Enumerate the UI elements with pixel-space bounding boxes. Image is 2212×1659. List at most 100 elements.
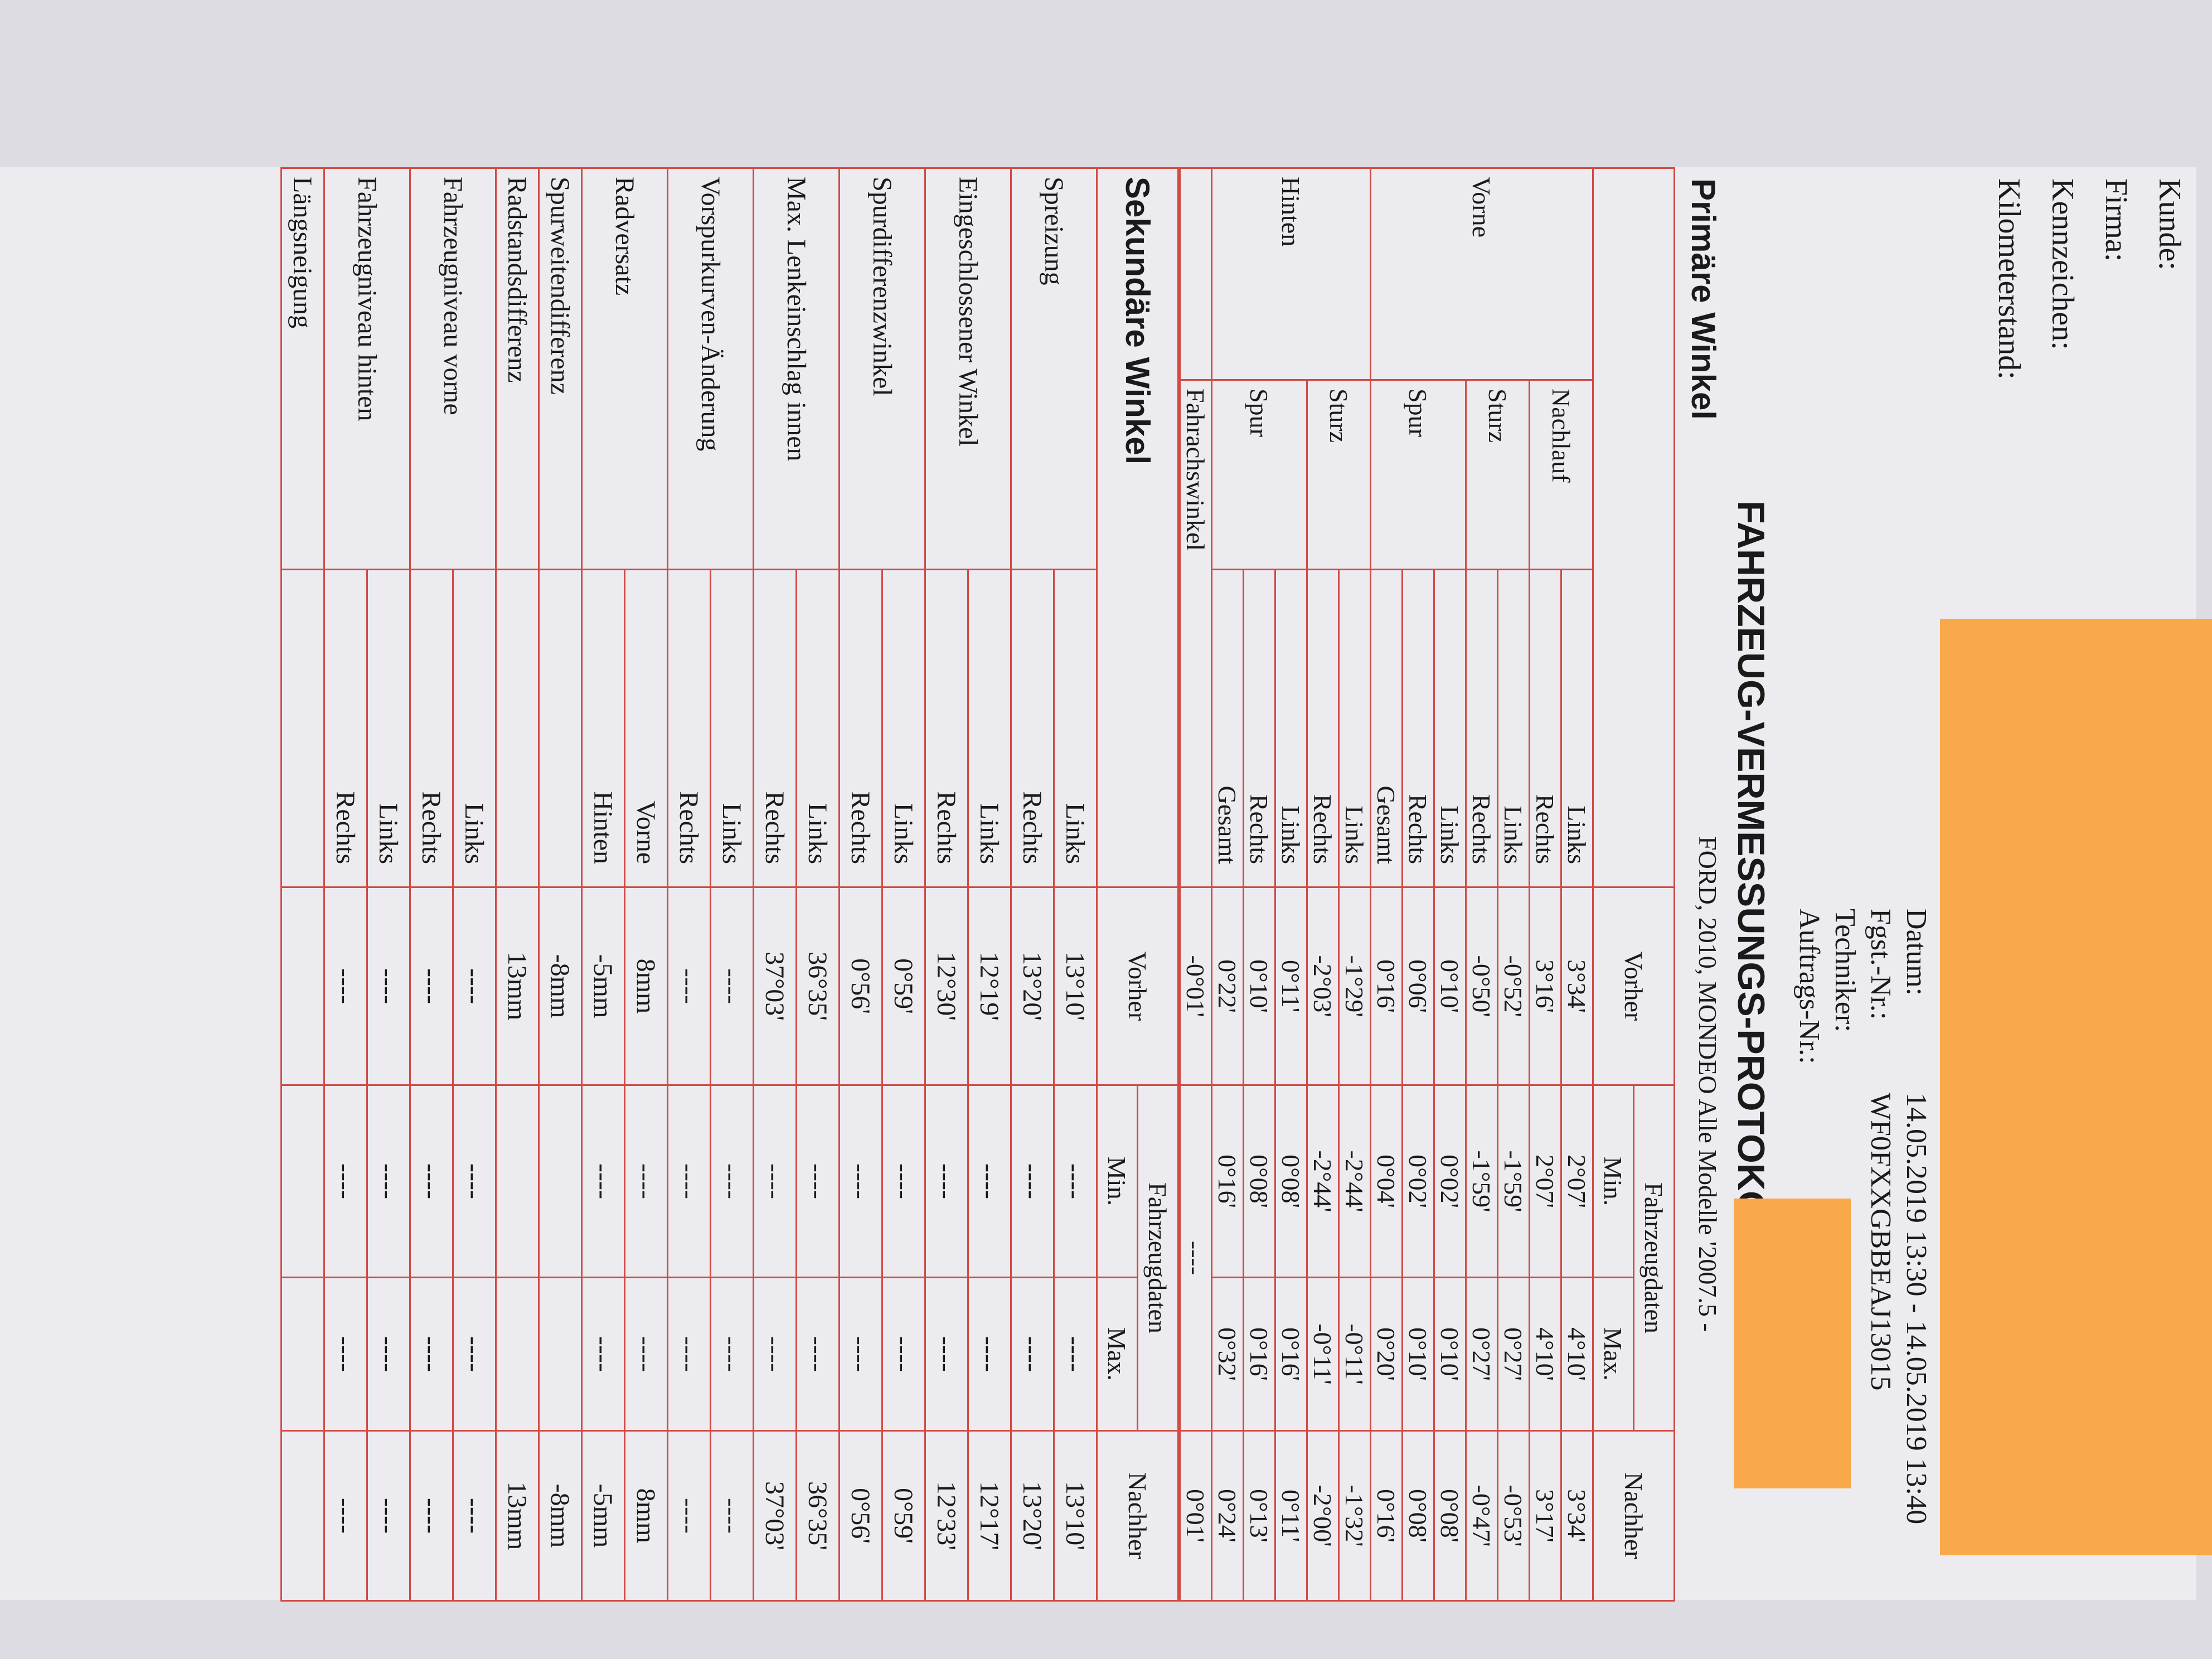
cell-max: ----: [453, 1277, 496, 1431]
column-header: Min.: [1097, 1085, 1138, 1278]
item-label: Fahrachswinkel: [1180, 380, 1212, 887]
cell-min: -1°59': [1497, 1085, 1530, 1278]
cell-max: ----: [624, 1277, 668, 1431]
side-label: Links: [1054, 569, 1097, 887]
cell-before: 8mm: [624, 887, 668, 1085]
cell-min: ----: [453, 1085, 496, 1278]
cell-before: ----: [453, 887, 496, 1085]
cell-before: ----: [667, 887, 711, 1085]
cell-max: 0°16': [1243, 1277, 1275, 1431]
cell-before: -8mm: [539, 887, 582, 1085]
cell-before: 0°10': [1434, 887, 1466, 1085]
cell-after: -0°47': [1466, 1430, 1498, 1601]
side-label: [496, 569, 539, 887]
subtitle: FORD, 2010, MONDEO Alle Modelle '2007.5 …: [1694, 836, 1722, 1332]
cell-before: -0°52': [1497, 887, 1530, 1085]
header-row: Vorher Fahrzeugdaten Nachher: [1593, 168, 1675, 1601]
cell-min: 2°07': [1561, 1085, 1593, 1278]
cell-before: ----: [410, 887, 453, 1085]
cell-after: 0°01': [1180, 1430, 1212, 1601]
side-label: Links: [1338, 569, 1371, 887]
cell-max: ----: [324, 1277, 367, 1431]
header-cell: [1593, 168, 1675, 887]
cell-before: 0°16': [1370, 887, 1403, 1085]
column-header: Vorher: [1593, 887, 1675, 1085]
header-row: Sekundäre Winkel Vorher Fahrzeugdaten Nachh…: [1097, 168, 1178, 1601]
cell-before: 37°03': [753, 887, 797, 1085]
side-label: Hinten: [581, 569, 625, 887]
cell-before: -0°01': [1180, 887, 1212, 1085]
cell-after: 0°11': [1275, 1430, 1307, 1601]
item-label: Sturz: [1466, 380, 1530, 570]
cell-min: -2°44': [1307, 1085, 1339, 1278]
cell-min: ----: [710, 1085, 754, 1278]
cell-after: 0°24': [1211, 1430, 1244, 1601]
cell-before: ----: [367, 887, 410, 1085]
cell-after: -8mm: [539, 1430, 582, 1601]
item-label: Fahrzeugniveau vorne: [410, 168, 496, 570]
column-header: Fahrzeugdaten: [1137, 1085, 1178, 1431]
row: Spur Links 0°10' 0°02' 0°10' 0°08': [1370, 168, 1466, 1601]
cell-before: 13°10': [1054, 887, 1097, 1085]
cell-after: 3°34': [1561, 1430, 1593, 1601]
row: Längsneigung: [281, 168, 324, 1601]
cell-after: ----: [324, 1430, 367, 1601]
cell-min: ----: [624, 1085, 668, 1278]
column-header: Max.: [1593, 1277, 1634, 1431]
header-field: Fgst.-Nr.: WF0FXXGBBEAJ13015: [1863, 909, 1899, 1524]
cell-after: ----: [367, 1430, 410, 1601]
item-label: Radversatz: [581, 168, 668, 570]
cell-before: 12°19': [968, 887, 1011, 1085]
cell-min: ----: [796, 1085, 840, 1278]
row: Vorne Nachlauf Links 3°34' 2°07' 4°10' 3°34': [1370, 168, 1593, 1601]
cell-max: -0°11': [1307, 1277, 1339, 1431]
cell-max: ----: [925, 1277, 968, 1431]
cell-after: -0°53': [1497, 1430, 1530, 1601]
cell-min: ----: [753, 1085, 797, 1278]
row: Fahrzeugniveau hinten Links ---- ---- ---- --…: [324, 168, 410, 1601]
empty-cell: [281, 569, 324, 887]
side-label: Gesamt: [1370, 569, 1403, 887]
column-header: Fahrzeugdaten: [1633, 1085, 1675, 1431]
side-label: Rechts: [667, 569, 711, 887]
cell-max: 0°27': [1466, 1277, 1498, 1431]
cell-after: 0°56': [839, 1430, 882, 1601]
side-label: Links: [882, 569, 925, 887]
side-label: Links: [968, 569, 1011, 887]
cell-min: ----: [667, 1085, 711, 1278]
cell-max: 4°10': [1561, 1277, 1593, 1431]
cell-max: ----: [753, 1277, 797, 1431]
field-label: Auftrags-Nr.:: [1793, 909, 1826, 1064]
spacer-cell: [1180, 168, 1212, 380]
cell-min: ----: [367, 1085, 410, 1278]
item-label: Radstandsdifferenz: [496, 168, 539, 570]
side-label: Links: [710, 569, 754, 887]
cell-after: 0°08': [1402, 1430, 1434, 1601]
side-label: Rechts: [1529, 569, 1561, 887]
cell-max: [496, 1277, 539, 1431]
cell-min: ----: [324, 1085, 367, 1278]
field-label: Datum:: [1900, 909, 1933, 996]
cell-after: 8mm: [624, 1430, 668, 1601]
cell-min: 0°02': [1434, 1085, 1466, 1278]
cell-before: -0°50': [1466, 887, 1498, 1085]
row: Vorspurkurven-Änderung Links ---- ---- ---- -…: [667, 168, 754, 1601]
empty-cell: [281, 1085, 324, 1278]
field-value: WF0FXXGBBEAJ13015: [1865, 1093, 1897, 1391]
cell-max: ----: [1054, 1277, 1097, 1431]
sticky-note: [1734, 1199, 1851, 1488]
cell-before: 13mm: [496, 887, 539, 1085]
cell-before: -1°29': [1338, 887, 1371, 1085]
cell-before: 3°16': [1529, 887, 1561, 1085]
cell-after: 0°16': [1370, 1430, 1403, 1601]
cell-min: -2°44': [1338, 1085, 1371, 1278]
cell-max: 0°10': [1402, 1277, 1434, 1431]
cell-after: ----: [710, 1430, 754, 1601]
section-heading: Sekundäre Winkel: [1097, 168, 1178, 887]
cell-max: [539, 1277, 582, 1431]
cell-after: 0°08': [1434, 1430, 1466, 1601]
cell-min: ----: [581, 1085, 625, 1278]
cell-after: ----: [667, 1430, 711, 1601]
item-label: Spur: [1211, 380, 1307, 570]
